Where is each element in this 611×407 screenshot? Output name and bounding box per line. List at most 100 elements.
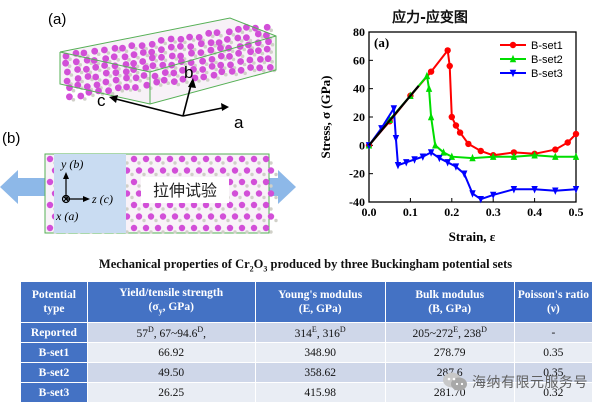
atom [185, 80, 189, 84]
atom [192, 47, 197, 52]
atom [245, 161, 249, 165]
atom [202, 201, 210, 209]
atom [269, 161, 273, 165]
atom [108, 74, 113, 78]
atom [213, 43, 217, 48]
cell-poisson: 0.35 [513, 362, 594, 383]
atom [161, 207, 165, 211]
coordinate-axes [61, 176, 86, 204]
data-point [572, 130, 580, 138]
atom [157, 37, 165, 44]
atom [255, 190, 263, 197]
atom [262, 195, 266, 200]
atom [173, 161, 177, 165]
atom [197, 79, 201, 83]
atom [177, 35, 185, 43]
atom [262, 218, 266, 223]
atom [245, 207, 249, 211]
atom [190, 201, 198, 209]
atom [62, 59, 69, 67]
cell-young: 314E, 316D [254, 322, 386, 343]
data-point [411, 156, 418, 164]
atom [149, 62, 157, 70]
atom [237, 58, 245, 65]
atom [209, 161, 213, 165]
caption-oxygen: O [253, 257, 264, 271]
atom [125, 207, 129, 211]
atom [110, 91, 115, 96]
atom [92, 63, 100, 71]
atom [262, 60, 267, 65]
atom [257, 161, 261, 165]
atom [167, 43, 175, 51]
atom [274, 218, 278, 223]
atom [97, 68, 102, 73]
axis-label-b: b [184, 63, 193, 82]
axis-b-arrowhead [188, 78, 196, 88]
atom [202, 172, 206, 177]
atom [178, 201, 186, 209]
atom [210, 34, 215, 39]
atom [166, 155, 174, 163]
atom [143, 81, 151, 89]
table-caption: Mechanical properties of Cr2O3 produced … [0, 257, 611, 274]
atom [187, 43, 195, 50]
atom [238, 178, 246, 186]
atom [262, 201, 270, 209]
atom [80, 79, 84, 84]
data-point [452, 163, 460, 171]
data-point [469, 153, 476, 162]
atom [255, 167, 263, 174]
atom [130, 201, 138, 209]
atom [101, 62, 108, 69]
atom [185, 230, 189, 234]
atom [163, 50, 168, 55]
atom [46, 224, 54, 232]
data-point [446, 62, 453, 70]
atom [233, 184, 237, 188]
atom [184, 71, 189, 76]
right-tension-arrow [268, 170, 296, 204]
atom [128, 88, 133, 92]
atom [166, 218, 170, 223]
atom [130, 60, 138, 67]
atom [215, 39, 223, 46]
data-point [477, 195, 484, 204]
watermark-text: 海纳有限元服务号 [472, 375, 588, 391]
atom [173, 230, 177, 234]
table-row-reported: Reported 57D, 67~94.6D, 314E, 316D 205~2… [20, 322, 594, 343]
atom [235, 49, 243, 57]
atom [120, 89, 125, 93]
data-point [469, 190, 476, 198]
atom [190, 172, 194, 177]
data-point [477, 147, 484, 155]
atom [161, 230, 165, 234]
atom [230, 49, 235, 53]
atom [217, 52, 225, 60]
atom [250, 155, 258, 163]
atom [200, 73, 208, 81]
stress-strain-chart: 应力-应变图 0.0 0.1 0.2 0.3 0.4 0.5 -40 -20 0 20 40 60 80… [318, 9, 584, 244]
atom [110, 53, 118, 61]
atom [203, 44, 208, 49]
atom [112, 69, 120, 77]
series-line [368, 105, 577, 201]
data-point [531, 186, 538, 194]
atom [135, 64, 140, 69]
atom [83, 97, 87, 101]
atom [78, 63, 83, 67]
data-point [490, 191, 497, 200]
atom [257, 56, 264, 63]
watermark: 海纳有限元服务号 [438, 368, 606, 396]
atom [267, 167, 275, 174]
atom [178, 224, 186, 232]
atom [255, 213, 263, 220]
atom [250, 201, 258, 209]
atom [270, 42, 275, 47]
atom [158, 83, 163, 87]
y-tick-label: -40 [349, 195, 365, 209]
atom [114, 84, 122, 92]
atom [139, 49, 147, 56]
atom [233, 207, 237, 211]
atom [128, 73, 133, 77]
